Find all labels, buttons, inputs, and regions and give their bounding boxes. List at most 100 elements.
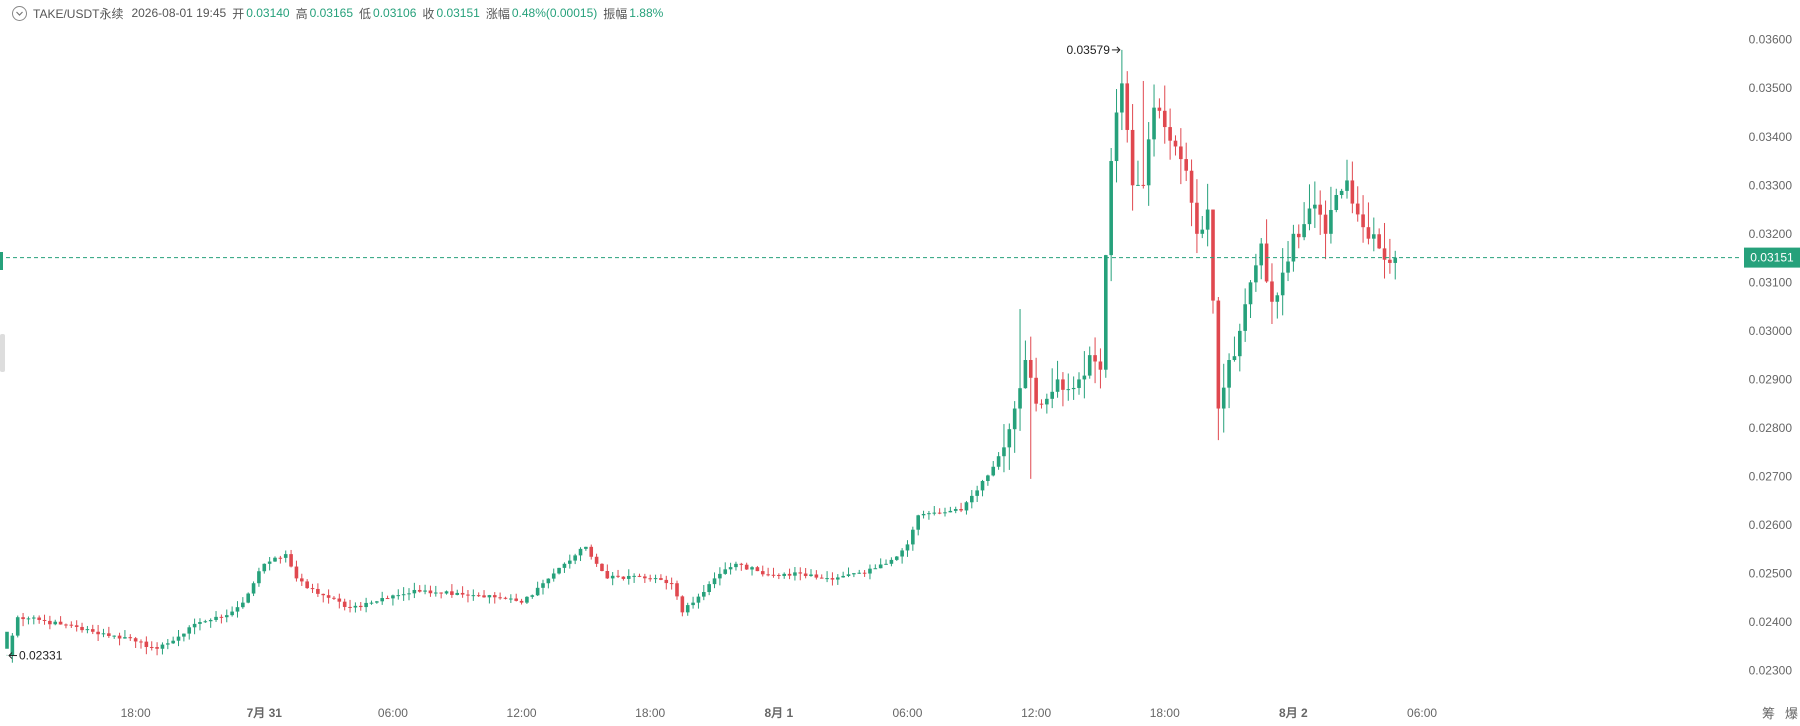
candle — [546, 578, 551, 589]
candle — [841, 571, 845, 578]
min-price-label: 0.02331 — [19, 649, 63, 663]
candle — [428, 585, 433, 597]
y-tick-label: 0.03600 — [1749, 33, 1793, 47]
candle — [921, 510, 926, 519]
candle — [889, 557, 894, 567]
candle — [1280, 248, 1285, 316]
candle — [26, 616, 31, 625]
candle — [401, 587, 406, 601]
candle — [873, 564, 878, 570]
candle — [460, 586, 465, 598]
candle — [139, 639, 143, 649]
x-tick-label: 06:00 — [1407, 706, 1437, 720]
candle — [551, 568, 556, 582]
candle — [321, 593, 326, 603]
candle — [911, 526, 915, 551]
candle — [278, 555, 283, 564]
candle — [659, 574, 663, 581]
candle — [337, 593, 342, 609]
collapse-toggle[interactable] — [12, 5, 27, 21]
candle — [1045, 393, 1049, 414]
candle — [283, 550, 288, 563]
x-tick-label: 7月 31 — [247, 706, 283, 720]
candle — [905, 540, 910, 557]
candle — [466, 590, 470, 603]
candle — [492, 592, 497, 604]
candle — [1077, 372, 1081, 395]
candle — [1372, 217, 1376, 252]
candle — [1104, 254, 1108, 378]
candle — [1012, 401, 1017, 453]
candle — [1238, 323, 1242, 372]
candle — [573, 553, 577, 565]
candle — [685, 602, 690, 616]
candle — [519, 598, 524, 605]
candle — [712, 572, 717, 589]
open-label: 开 — [232, 6, 245, 21]
candle — [353, 602, 358, 613]
candle — [1232, 336, 1237, 362]
candle — [1189, 159, 1194, 227]
x-tick-label: 06:00 — [892, 706, 922, 720]
candle — [182, 633, 186, 642]
candle — [825, 571, 829, 583]
candle — [214, 611, 218, 622]
candle — [1087, 346, 1092, 379]
candle — [1200, 215, 1205, 239]
candle — [970, 490, 974, 509]
candle — [691, 596, 695, 609]
candle — [541, 579, 545, 595]
candle — [1318, 190, 1322, 235]
candle — [664, 575, 669, 590]
liquidation-button[interactable]: 爆 — [1784, 706, 1798, 721]
candle — [1264, 219, 1269, 283]
low-value: 0.03106 — [373, 6, 417, 20]
left-scroll-handle[interactable] — [0, 334, 5, 372]
candle — [1307, 184, 1312, 231]
ohlc-header: TAKE/USDT永续 2026-08-01 19:45 开 0.03140 高… — [12, 4, 669, 22]
candle — [1098, 348, 1103, 389]
candle — [455, 589, 460, 596]
candle — [1109, 147, 1113, 282]
candle — [1168, 108, 1172, 160]
candle — [1125, 71, 1130, 143]
candle — [476, 592, 481, 597]
amplitude-value: 1.88% — [629, 6, 664, 20]
candle — [144, 636, 149, 655]
candle — [1361, 195, 1365, 243]
x-tick-label: 8月 2 — [1279, 706, 1308, 720]
candle — [943, 507, 947, 517]
candle — [1114, 89, 1119, 183]
candle — [1050, 368, 1054, 409]
candle — [273, 556, 277, 562]
candle — [32, 615, 36, 625]
candle — [439, 592, 443, 599]
candle — [948, 506, 953, 513]
chips-button[interactable]: 筹 — [1761, 706, 1775, 721]
candle — [696, 593, 701, 609]
candle — [964, 500, 969, 515]
candle — [530, 594, 535, 599]
candle — [621, 576, 626, 581]
candle — [1205, 183, 1210, 247]
candle — [937, 508, 942, 515]
candle — [267, 557, 272, 571]
candle — [58, 616, 63, 625]
high-value: 0.03165 — [309, 6, 354, 20]
candle — [133, 636, 138, 649]
candle — [417, 585, 422, 593]
candle — [605, 564, 610, 579]
candle — [777, 573, 781, 580]
candle — [369, 600, 374, 605]
candle — [80, 622, 84, 633]
candle — [996, 452, 1001, 470]
candle — [246, 592, 250, 604]
candle — [1066, 373, 1071, 401]
candle — [1136, 160, 1140, 186]
low-label: 低 — [359, 6, 372, 21]
candle — [1023, 340, 1028, 389]
candle — [616, 569, 620, 579]
candle — [289, 549, 293, 568]
candle — [155, 642, 159, 656]
